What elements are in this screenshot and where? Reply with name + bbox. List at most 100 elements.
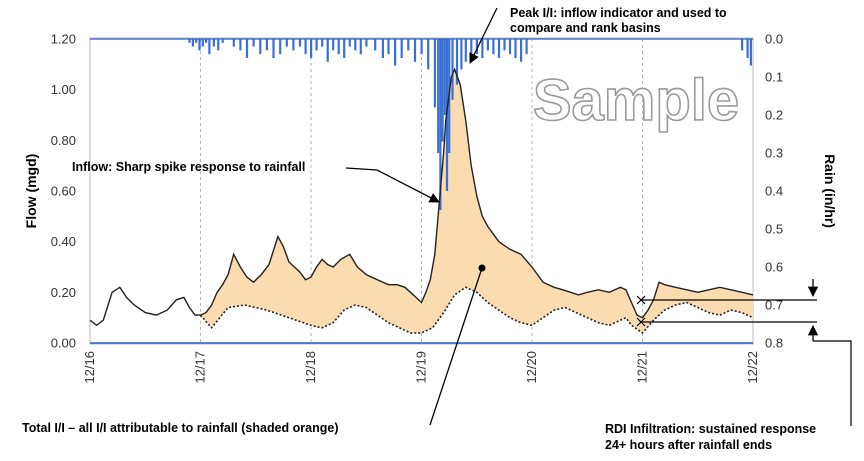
rain-bar <box>245 39 249 58</box>
rain-bar <box>451 39 454 100</box>
rain-bar <box>749 39 752 66</box>
rain-bar <box>381 39 384 58</box>
rain-bar <box>497 39 501 58</box>
rain-bar <box>455 39 459 85</box>
rain-bar <box>208 39 211 55</box>
flow-tick-label: 0.00 <box>51 336 76 351</box>
date-axis-ticks: 12/16 12/17 12/18 12/19 12/20 12/21 12/22 <box>82 351 760 384</box>
flow-tick-label: 0.40 <box>51 234 76 249</box>
rain-bar <box>387 39 390 55</box>
rain-bar <box>437 39 440 153</box>
rain-tick-label: 0.1 <box>765 70 783 85</box>
rain-bar <box>413 39 417 62</box>
flow-tick-label: 0.20 <box>51 285 76 300</box>
rain-bar <box>198 39 201 51</box>
rain-bar <box>503 39 506 51</box>
inflow-annotation: Inflow: Sharp spike response to rainfall <box>72 160 305 174</box>
rain-bar <box>508 39 512 55</box>
rain-bar <box>475 39 478 55</box>
rain-tick-label: 0.0 <box>765 32 783 47</box>
rain-tick-label: 0.2 <box>765 108 783 123</box>
rain-bar <box>272 39 275 58</box>
rain-bar <box>520 39 523 62</box>
rain-tick-label: 0.3 <box>765 146 783 161</box>
rain-bar <box>239 39 242 51</box>
rain-bar <box>365 39 368 47</box>
date-tick-label: 12/19 <box>414 351 429 384</box>
date-tick-label: 12/18 <box>303 351 318 384</box>
date-tick-label: 12/16 <box>82 351 97 384</box>
rain-axis-ticks: 0.0 0.1 0.2 0.3 0.4 0.5 0.6 0.7 0.8 <box>765 32 783 351</box>
rain-bar <box>292 39 295 51</box>
rain-bar <box>232 39 235 47</box>
flow-tick-label: 0.60 <box>51 184 76 199</box>
rain-bar <box>741 39 744 51</box>
rain-bar <box>332 39 335 51</box>
rain-bar <box>492 39 495 55</box>
rain-bar <box>359 39 362 55</box>
rain-bar <box>441 39 444 142</box>
flow-axis-title: Flow (mgd) <box>23 154 39 229</box>
peak-ii-annotation-line2: compare and rank basins <box>510 21 661 35</box>
rdi-annotation-line1: RDI Infiltration: sustained response <box>605 422 816 436</box>
total-ii-pointer-dot <box>478 264 486 272</box>
rdi-bracket-markers <box>636 295 646 327</box>
rain-bar <box>304 39 307 55</box>
rain-bar <box>285 39 288 47</box>
rain-bar <box>217 39 220 51</box>
rain-bar <box>212 39 215 47</box>
rain-bar <box>205 39 208 43</box>
flow-tick-label: 1.20 <box>51 32 76 47</box>
date-tick-label: 12/21 <box>635 351 650 384</box>
rain-bar <box>188 39 191 43</box>
rain-bar <box>315 39 318 51</box>
rain-bar <box>265 39 268 51</box>
peak-ii-arrow <box>469 7 498 64</box>
rain-bar <box>354 39 357 51</box>
rdi-connector <box>813 340 852 426</box>
rain-bar <box>464 39 467 62</box>
rain-bar <box>326 39 329 62</box>
rain-bar <box>252 39 255 47</box>
rain-bar <box>420 39 423 55</box>
rain-bar <box>433 39 436 108</box>
rain-bar <box>259 39 262 55</box>
rain-tick-label: 0.7 <box>765 298 783 313</box>
rain-bar <box>374 39 377 51</box>
rain-bar <box>427 39 430 70</box>
rain-bar <box>298 39 302 47</box>
rain-bar <box>321 39 324 47</box>
rain-bar <box>310 39 313 58</box>
rain-bar <box>400 39 403 58</box>
sample-watermark: Sample <box>533 68 739 133</box>
rain-bar <box>279 39 282 55</box>
rain-tick-label: 0.4 <box>765 184 783 199</box>
flow-axis-ticks: 0.00 0.20 0.40 0.60 0.80 1.00 1.20 <box>51 32 76 351</box>
rain-bar <box>514 39 517 58</box>
rain-bar <box>481 39 484 58</box>
peak-ii-annotation-line1: Peak I/I: inflow indicator and used to <box>510 6 727 20</box>
total-ii-shaded-area <box>200 69 753 333</box>
rain-bar <box>221 39 224 43</box>
date-tick-label: 12/20 <box>524 351 539 384</box>
rain-bar <box>460 39 463 70</box>
rain-bar <box>486 39 489 51</box>
rain-bar <box>443 39 446 115</box>
rain-bar <box>191 39 194 47</box>
rain-tick-label: 0.8 <box>765 336 783 351</box>
rain-axis-title: Rain (in/hr) <box>822 154 838 228</box>
flow-tick-label: 1.00 <box>51 82 76 97</box>
rain-bar <box>348 39 351 47</box>
rain-bar <box>470 39 473 58</box>
rain-bar <box>394 39 397 66</box>
rdi-annotation-line2: 24+ hours after rainfall ends <box>605 438 772 452</box>
date-tick-label: 12/17 <box>193 351 208 384</box>
rain-bar <box>195 39 198 43</box>
rain-bar <box>407 39 410 51</box>
rain-tick-label: 0.5 <box>765 222 783 237</box>
rain-bar <box>337 39 340 55</box>
rain-bar <box>525 39 528 55</box>
rain-bar <box>439 39 442 210</box>
rain-bar <box>201 39 204 47</box>
